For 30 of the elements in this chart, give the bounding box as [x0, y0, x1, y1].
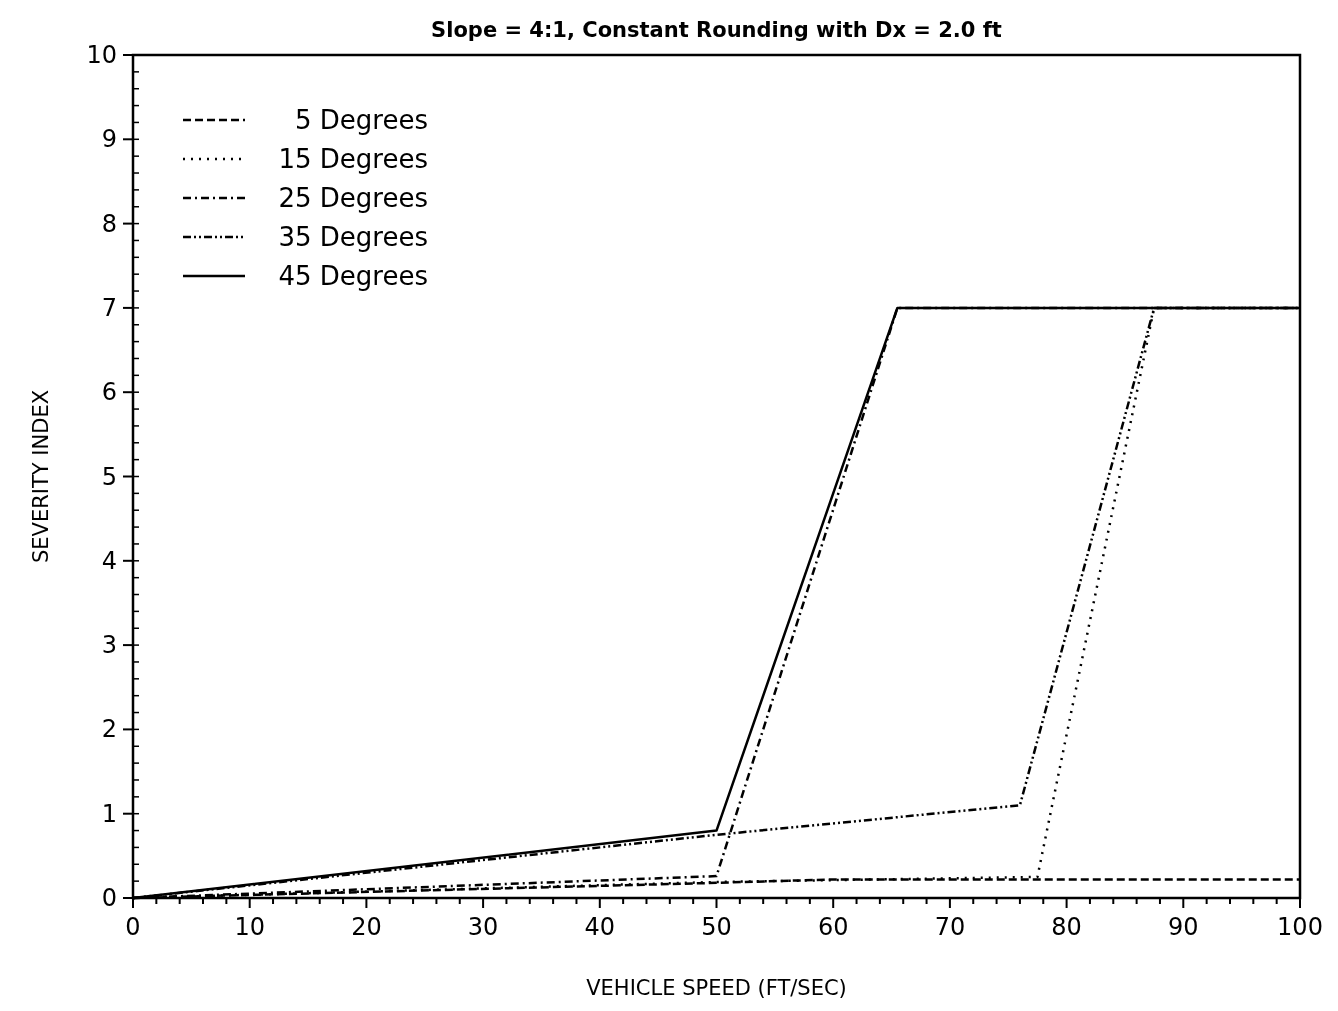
- y-tick-label: 7: [101, 293, 117, 322]
- y-tick-label: 3: [101, 631, 117, 660]
- legend-label: 5 Degrees: [295, 105, 428, 135]
- y-tick-label: 9: [101, 125, 117, 154]
- y-tick-label: 1: [101, 799, 117, 828]
- x-tick-label: 90: [1168, 913, 1199, 941]
- x-tick-label: 100: [1277, 913, 1323, 941]
- legend-label: 25 Degrees: [278, 183, 428, 213]
- x-tick-label: 0: [125, 913, 141, 941]
- y-tick-label: 4: [101, 546, 117, 575]
- legend-label: 35 Degrees: [278, 222, 428, 252]
- y-tick-label: 10: [86, 41, 117, 69]
- y-axis-title: SEVERITY INDEX: [29, 389, 53, 564]
- y-tick-label: 0: [101, 884, 117, 912]
- x-tick-label: 40: [584, 913, 616, 941]
- x-tick-label: 70: [934, 913, 966, 941]
- x-tick-label: 50: [701, 913, 732, 941]
- x-tick-label: 10: [234, 913, 265, 941]
- y-tick-label: 6: [101, 378, 117, 407]
- y-tick-label: 5: [101, 462, 117, 491]
- x-axis-title: VEHICLE SPEED (FT/SEC): [586, 976, 847, 1000]
- y-tick-label: 8: [101, 209, 117, 238]
- x-tick-label: 80: [1051, 913, 1082, 941]
- chart-title: Slope = 4:1, Constant Rounding with Dx = 2.0 ft: [431, 18, 1002, 42]
- legend-label: 45 Degrees: [278, 261, 428, 291]
- legend-label: 15 Degrees: [278, 144, 428, 174]
- y-tick-label: 2: [101, 715, 117, 744]
- x-tick-label: 30: [467, 913, 499, 941]
- x-tick-label: 60: [817, 913, 849, 941]
- x-tick-label: 20: [351, 913, 382, 941]
